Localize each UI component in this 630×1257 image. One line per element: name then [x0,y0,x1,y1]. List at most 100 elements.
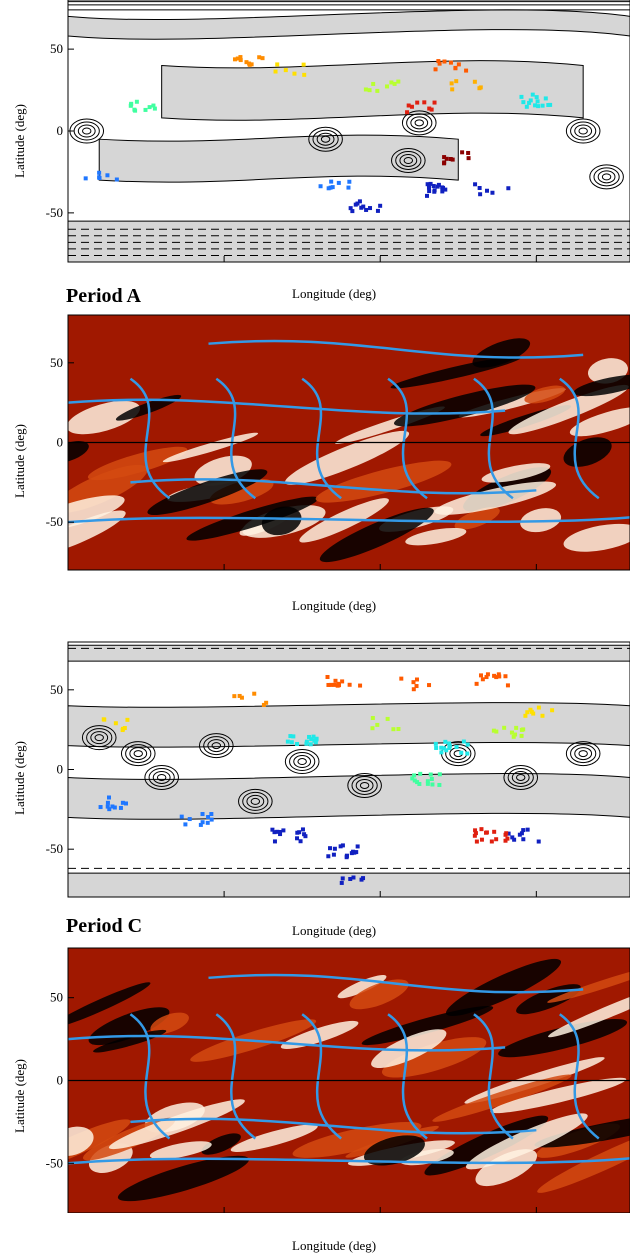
plot-area [68,948,630,1213]
marker [439,750,444,755]
marker [443,187,448,192]
marker [480,677,485,682]
plot-background [68,642,630,897]
marker [509,730,514,735]
marker [411,680,416,685]
marker [128,103,133,108]
marker [444,748,449,753]
marker [340,876,345,881]
streak [363,1135,425,1166]
marker [425,182,430,187]
marker [336,180,341,185]
marker [415,100,420,105]
marker [375,88,380,93]
marker [309,737,314,742]
marker [429,107,434,112]
vortex-contour-2 [156,773,167,781]
streak [284,430,410,485]
marker [318,184,323,189]
shaded-region-2 [68,773,630,820]
marker [447,741,452,746]
marker [440,185,445,190]
vortex-contour-8 [503,764,539,790]
vortex-contour-7 [445,744,472,764]
marker [261,702,266,707]
blue-contour-s4 [473,1013,514,1140]
marker [335,683,340,688]
marker [183,822,188,827]
vortex-contour-0 [94,734,104,742]
marker [425,193,430,198]
marker [344,853,349,858]
y-tick-label: 0 [57,762,64,777]
marker [485,188,490,193]
marker [454,745,459,750]
marker [472,79,477,84]
vortex-contour-0 [77,124,96,138]
streak [201,1133,241,1155]
marker [134,99,139,104]
marker [272,839,277,844]
marker [428,772,433,777]
marker [519,733,524,738]
marker [102,717,107,722]
shaded-region-3 [68,872,630,897]
blue-contour-s3 [387,1013,428,1140]
marker [406,103,411,108]
vortex-contour-4 [250,797,261,805]
marker [444,156,449,161]
x-axis-label-4: Longitude (deg) [292,1238,377,1253]
marker [355,201,360,206]
streak [381,1037,487,1078]
marker [473,831,478,836]
marker [264,700,269,705]
marker [105,800,110,805]
marker [436,59,441,64]
marker [497,674,502,679]
marker [447,745,452,750]
blue-contour-s1 [215,377,257,500]
marker [332,682,337,687]
y-tick-label: 50 [50,355,63,370]
y-axis-label-4: Latitude (deg) [12,1059,27,1133]
shaded-region-0 [68,9,630,40]
marker [252,691,257,696]
marker [295,836,300,841]
marker [281,828,286,833]
marker [540,103,545,108]
streak [68,400,141,435]
marker [349,851,354,856]
marker [301,62,306,67]
blue-contour-s1 [215,1013,257,1140]
marker [123,801,128,806]
marker [198,822,203,827]
marker [505,683,510,688]
vortex-contour-9 [574,747,593,761]
blue-contour-0 [68,1157,630,1165]
marker [525,827,530,832]
vortex-contour-9 [578,750,588,758]
vortex-contour-2 [414,119,424,127]
marker [367,88,372,93]
marker [417,781,422,786]
vortex-contour-4 [570,121,597,141]
marker [505,836,510,841]
y-axis-label-2: Latitude (deg) [12,424,27,498]
vortex-contour-5 [289,752,316,772]
vortex-contour-3 [395,150,422,170]
vortex-contour-1 [120,741,156,767]
vortex-contour-0 [90,731,109,745]
marker [422,100,427,105]
marker [528,98,533,103]
marker [339,880,344,885]
marker [449,81,454,86]
marker [439,745,444,750]
marker [275,62,280,67]
contour-plot-1: 100200300500-50 [46,0,630,263]
marker [473,828,478,833]
vortex-contour-0 [82,127,92,135]
marker [426,185,431,190]
marker [521,100,526,105]
marker [434,745,439,750]
marker [205,820,210,825]
